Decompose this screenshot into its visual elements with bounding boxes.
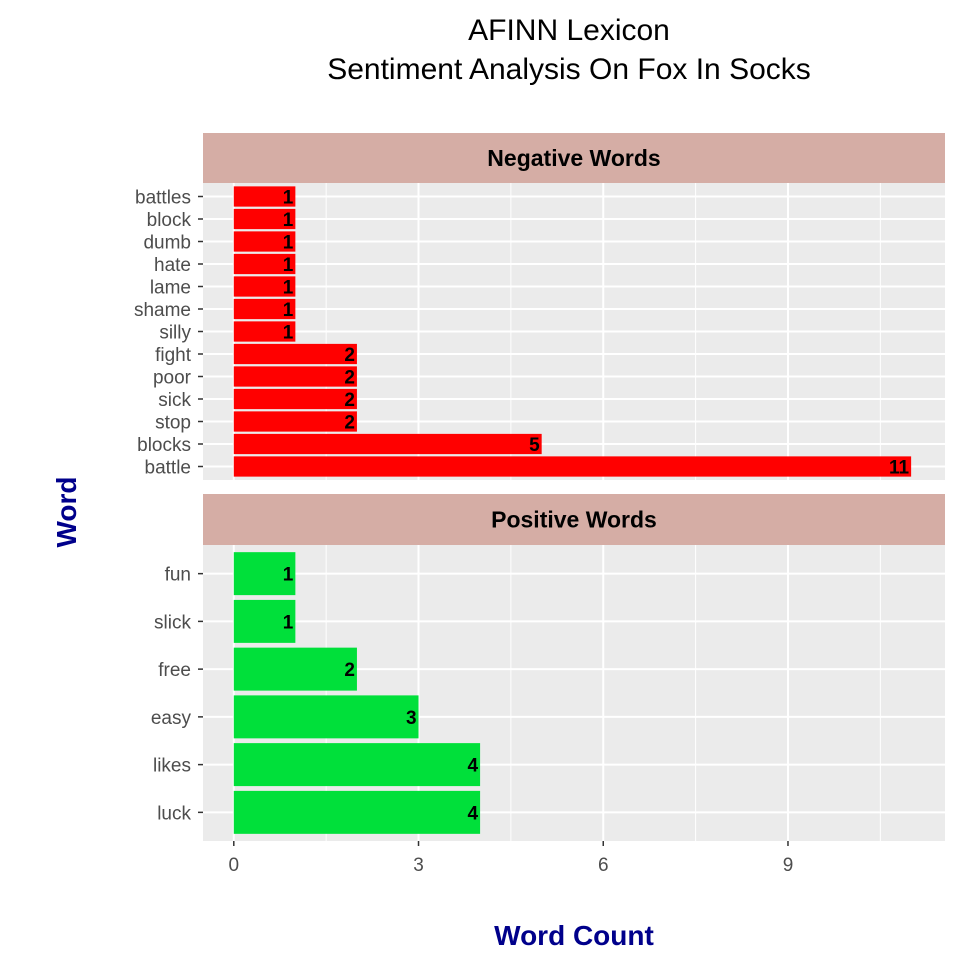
y-tick-label: blocks [137,435,191,456]
y-tick-label: free [158,660,191,681]
bar-value-label: 2 [344,660,355,681]
bar-value-label: 1 [283,612,294,633]
bar-value-label: 2 [344,368,355,389]
bar-value-label: 4 [468,756,479,777]
bar [233,208,296,230]
bar [233,743,481,787]
bar [233,276,296,297]
bar-value-label: 1 [283,210,294,231]
bar [233,456,912,477]
y-tick-label: poor [153,368,192,389]
y-tick-label: luck [157,803,191,824]
x-tick-label: 6 [598,855,609,876]
bar [233,343,357,365]
y-tick-label: sick [158,390,191,411]
y-tick-label: likes [153,756,191,777]
y-axis-title: Word [51,476,82,547]
bar-value-label: 1 [283,300,294,321]
bar-value-label: 4 [468,803,479,824]
x-tick-label: 0 [228,855,239,876]
bar [233,388,357,410]
facet-strip [203,133,945,183]
bar-value-label: 2 [344,345,355,366]
bar-value-label: 1 [283,323,294,344]
y-tick-label: fight [155,345,192,366]
x-tick-label: 3 [413,855,424,876]
facet-strip-label: Negative Words [487,145,660,171]
bar [233,647,357,691]
y-tick-label: battle [145,458,191,479]
bar [233,599,296,643]
bar [233,790,481,834]
bar [233,552,296,596]
y-tick-label: battles [135,188,191,209]
bar-value-label: 2 [344,390,355,411]
y-tick-label: easy [151,708,192,729]
bar [233,411,357,432]
bar-value-label: 5 [529,435,540,456]
bar [233,231,296,252]
y-tick-label: block [147,210,192,231]
bar-value-label: 1 [283,565,294,586]
y-tick-label: lame [150,278,191,299]
bar [233,366,357,387]
bar [233,695,419,739]
y-tick-label: slick [154,612,191,633]
y-tick-label: stop [155,413,191,434]
bar [233,186,296,207]
bar-value-label: 1 [283,255,294,276]
y-tick-label: hate [154,255,191,276]
bar-value-label: 1 [283,233,294,254]
y-tick-label: fun [165,565,191,586]
chart-title-line-1: AFINN Lexicon [468,14,670,47]
bar [233,298,296,320]
facet-strip-label: Positive Words [491,507,657,533]
bar [233,253,296,275]
y-tick-label: shame [134,300,191,321]
facet-strip [203,494,945,545]
bar-value-label: 2 [344,413,355,434]
x-tick-label: 9 [783,855,794,876]
bar [233,433,542,455]
bar-value-label: 1 [283,188,294,209]
y-tick-label: silly [159,323,191,344]
chart-title-line-2: Sentiment Analysis On Fox In Socks [327,53,811,86]
bar [233,321,296,342]
bar-value-label: 1 [283,278,294,299]
bar-value-label: 11 [889,458,910,479]
bar-value-label: 3 [406,708,417,729]
x-axis-title: Word Count [494,920,654,951]
y-tick-label: dumb [143,233,191,254]
